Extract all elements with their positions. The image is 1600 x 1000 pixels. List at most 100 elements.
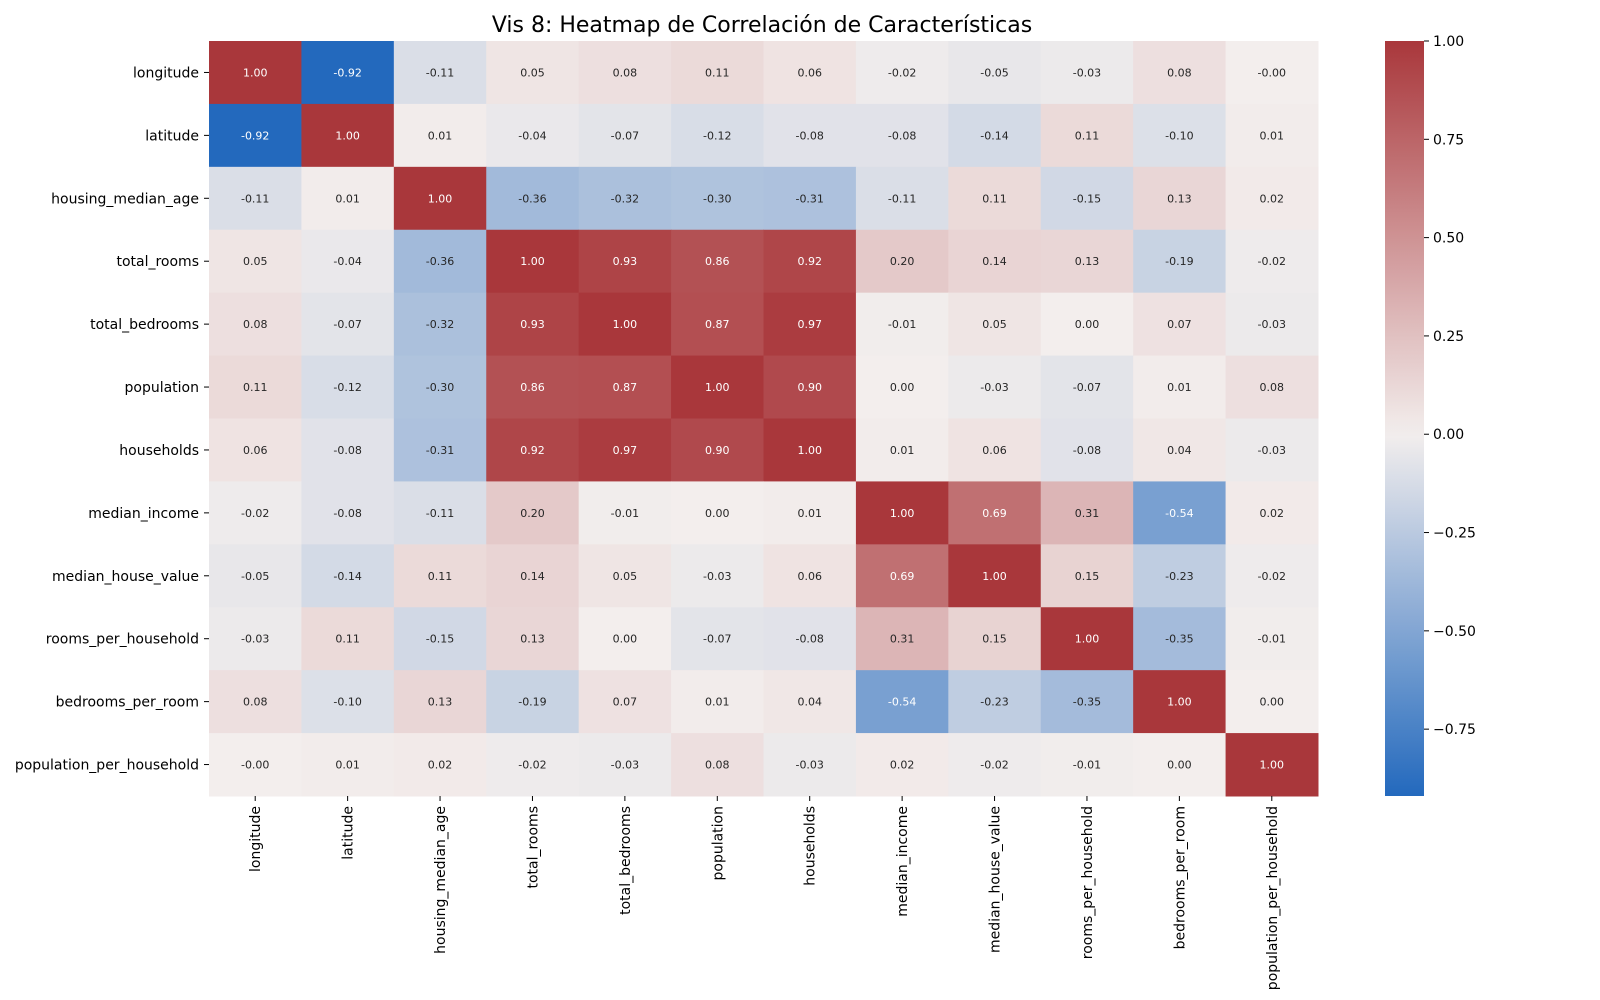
cell-value-label: 0.11 xyxy=(243,381,268,394)
cell-value-label: -0.08 xyxy=(795,633,823,646)
cell-value-label: 0.05 xyxy=(520,66,545,79)
cell-value-label: 0.92 xyxy=(520,444,545,457)
cell-value-label: 0.20 xyxy=(890,255,915,268)
cell-value-label: -0.19 xyxy=(1165,255,1193,268)
heatmap-cell xyxy=(393,418,487,482)
heatmap-cell xyxy=(301,229,395,294)
heatmap-cell xyxy=(671,229,764,294)
heatmap-cell xyxy=(948,481,1042,545)
heatmap-cell xyxy=(209,103,302,168)
heatmap-cell xyxy=(671,544,764,608)
cell-value-label: 0.31 xyxy=(1075,507,1100,520)
x-tick-label: population_per_household xyxy=(1265,806,1281,990)
cell-value-label: 0.01 xyxy=(1260,129,1285,142)
cell-value-label: -0.08 xyxy=(333,507,361,520)
heatmap-cell xyxy=(486,292,580,357)
heatmap-cell xyxy=(1133,544,1227,608)
cell-value-label: -0.07 xyxy=(703,633,731,646)
heatmap-cell xyxy=(855,607,949,671)
cell-value-label: -0.04 xyxy=(518,129,546,142)
heatmap-cell xyxy=(1040,229,1134,294)
cell-value-label: 0.13 xyxy=(428,696,453,709)
colorbar-tick-label: −0.75 xyxy=(1433,722,1476,738)
cell-value-label: 0.01 xyxy=(890,444,915,457)
cell-value-label: -0.54 xyxy=(1165,507,1193,520)
heatmap-cell xyxy=(486,355,580,419)
cell-value-label: -0.35 xyxy=(1165,633,1193,646)
cell-value-label: 0.11 xyxy=(705,66,730,79)
heatmap-cell xyxy=(486,41,580,105)
cell-value-label: 0.05 xyxy=(982,318,1007,331)
heatmap-cell xyxy=(671,418,764,482)
cell-value-label: 0.11 xyxy=(982,192,1007,205)
cell-value-label: -0.11 xyxy=(426,66,454,79)
cell-value-label: -0.02 xyxy=(518,759,546,772)
cell-value-label: -0.11 xyxy=(241,192,269,205)
cell-value-label: -0.07 xyxy=(611,129,639,142)
heatmap-cell xyxy=(1225,481,1319,545)
colorbar: 1.00 0.75 0.50 0.25 0.00 −0.25 −0.50 −0.75 xyxy=(1385,34,1476,796)
cell-value-label: 0.00 xyxy=(705,507,730,520)
heatmap-cell xyxy=(393,292,487,357)
heatmap-cell xyxy=(1133,418,1227,482)
heatmap-cell xyxy=(855,355,949,419)
heatmap-cell xyxy=(1133,481,1227,545)
heatmap-cell xyxy=(209,670,302,734)
cell-value-label: 0.01 xyxy=(428,129,453,142)
cell-value-label: 0.00 xyxy=(1260,696,1285,709)
cell-value-label: 0.08 xyxy=(243,696,268,709)
cell-value-label: -0.14 xyxy=(980,129,1008,142)
cell-value-label: 0.13 xyxy=(520,633,545,646)
cell-value-label: -0.00 xyxy=(1258,66,1286,79)
y-tick-label: longitude xyxy=(133,65,199,81)
cell-value-label: 0.86 xyxy=(705,255,730,268)
cell-value-label: 0.93 xyxy=(613,255,638,268)
cell-value-label: -0.07 xyxy=(1073,381,1101,394)
x-axis-ticks: longitude latitude housing_median_age total… xyxy=(248,796,1281,990)
heatmap-cell xyxy=(1225,670,1319,734)
cell-value-label: 0.06 xyxy=(797,570,822,583)
y-tick-label: rooms_per_household xyxy=(46,632,199,648)
cell-value-label: 0.69 xyxy=(890,570,915,583)
heatmap-cell xyxy=(855,166,949,231)
cell-value-label: 0.04 xyxy=(1167,444,1192,457)
heatmap-cell xyxy=(393,481,487,545)
colorbar-tick-label: 1.00 xyxy=(1433,34,1464,50)
x-tick-label: median_income xyxy=(895,806,911,917)
cell-value-label: 1.00 xyxy=(613,318,638,331)
cell-value-label: 0.20 xyxy=(520,507,545,520)
heatmap-cell xyxy=(1133,41,1227,105)
cell-value-label: 0.13 xyxy=(1167,192,1192,205)
heatmap-cell xyxy=(578,733,672,797)
heatmap-cell xyxy=(763,670,857,734)
heatmap-cell xyxy=(855,103,949,168)
cell-value-label: -0.03 xyxy=(611,759,639,772)
cell-value-label: -0.11 xyxy=(426,507,454,520)
cell-value-label: -0.35 xyxy=(1073,696,1101,709)
cell-value-label: 0.07 xyxy=(1167,318,1192,331)
heatmap-cell xyxy=(948,733,1042,797)
cell-value-label: 0.02 xyxy=(890,759,915,772)
heatmap-cell xyxy=(855,544,949,608)
cell-value-label: 1.00 xyxy=(335,129,360,142)
heatmap-cell xyxy=(486,481,580,545)
y-tick-label: bedrooms_per_room xyxy=(56,695,199,711)
heatmap-cell xyxy=(855,670,949,734)
cell-value-label: -0.03 xyxy=(1258,444,1286,457)
x-tick-label: bedrooms_per_room xyxy=(1172,806,1188,949)
heatmap-cell xyxy=(1133,103,1227,168)
colorbar-tick-label: 0.50 xyxy=(1433,231,1464,247)
heatmap-cell xyxy=(1225,418,1319,482)
x-tick-label: housing_median_age xyxy=(433,806,449,954)
cell-value-label: -0.03 xyxy=(1258,318,1286,331)
heatmap-cell xyxy=(486,229,580,294)
cell-value-label: 0.06 xyxy=(982,444,1007,457)
cell-value-label: -0.03 xyxy=(1073,66,1101,79)
cell-value-label: -0.12 xyxy=(333,381,361,394)
cell-value-label: -0.02 xyxy=(1258,570,1286,583)
heatmap-cell xyxy=(763,733,857,797)
heatmap-cell xyxy=(578,292,672,357)
heatmap-cell xyxy=(301,481,395,545)
heatmap-cell xyxy=(301,103,395,168)
heatmap-cell xyxy=(393,670,487,734)
